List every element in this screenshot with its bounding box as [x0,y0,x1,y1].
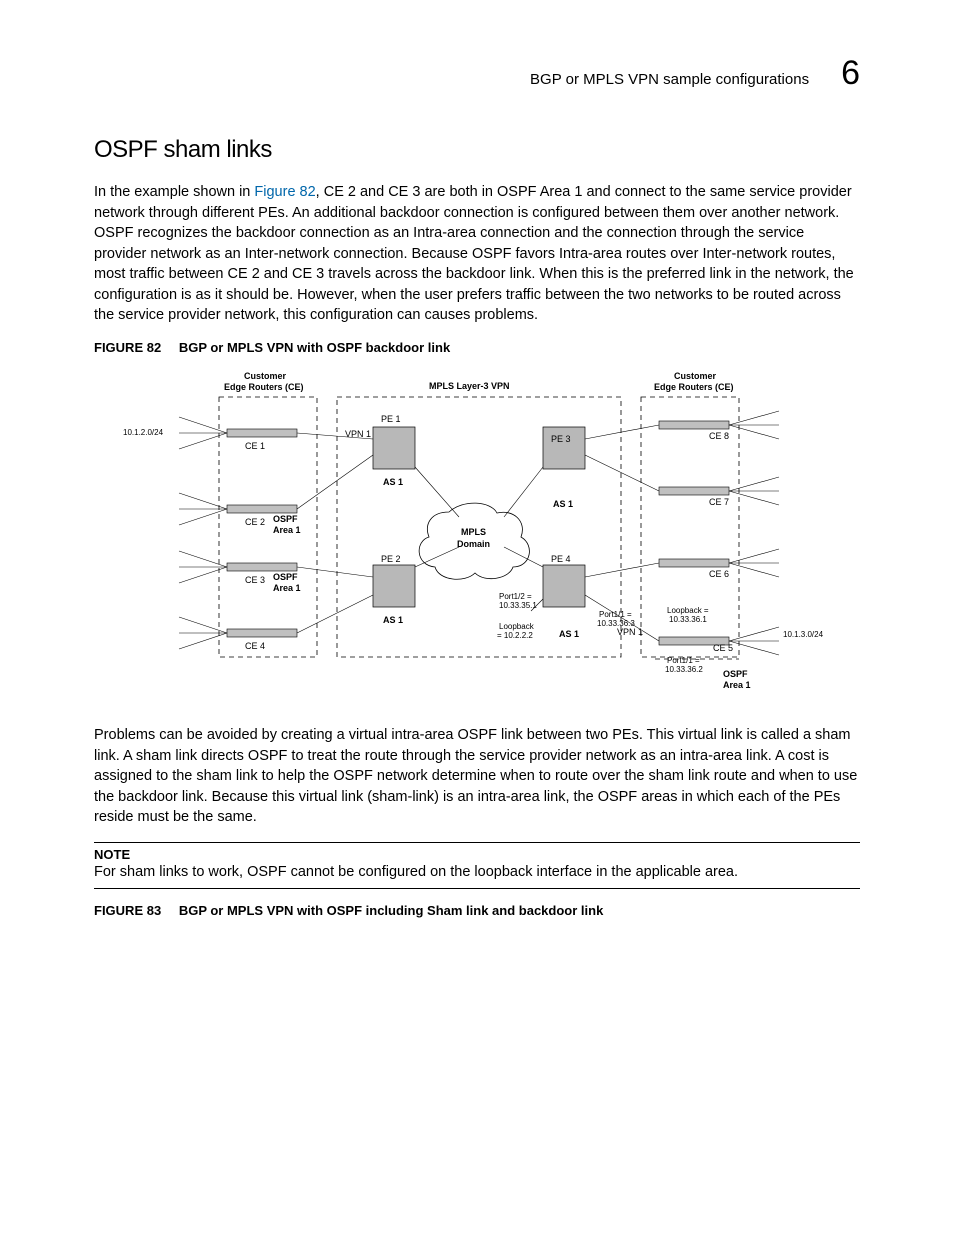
note-text: For sham links to work, OSPF cannot be c… [94,862,860,882]
port11b-label: Port1/1 = [667,656,700,665]
figure-83-caption: FIGURE 83 BGP or MPLS VPN with OSPF incl… [94,903,860,918]
ce8-icon [659,421,729,429]
figure-82-diagram: Customer Edge Routers (CE) Customer Edge… [119,367,835,707]
loopback-right-label: Loopback = [667,606,709,615]
as1-label-bl: AS 1 [383,615,403,625]
svg-text:Area 1: Area 1 [723,680,751,690]
paragraph-1: In the example shown in Figure 82, CE 2 … [94,182,860,326]
figure-83-label: FIGURE 83 [94,903,175,918]
ce7-icon [659,487,729,495]
ospf-area-ce2: OSPF [273,514,298,524]
left-subnet-label: 10.1.2.0/24 [123,428,164,437]
ospf-area-ce3: OSPF [273,572,298,582]
svg-text:Edge Routers (CE): Edge Routers (CE) [224,382,304,392]
left-fanout [179,417,227,649]
ce4-icon [227,629,297,637]
cloud-label-1: MPLS [461,527,486,537]
pe1-label: PE 1 [381,414,401,424]
ce6-icon [659,559,729,567]
svg-text:Area 1: Area 1 [273,583,301,593]
svg-text:10.33.36.3: 10.33.36.3 [597,619,635,628]
paragraph-2: Problems can be avoided by creating a vi… [94,725,860,828]
ce1-icon [227,429,297,437]
ce2-icon [227,505,297,513]
ce2-label: CE 2 [245,517,265,527]
ospf-area-right: OSPF [723,669,748,679]
right-ce-group-label: Customer [674,371,717,381]
figure-82-link[interactable]: Figure 82 [254,184,315,200]
ce3-label: CE 3 [245,575,265,585]
figure-82-caption: FIGURE 82 BGP or MPLS VPN with OSPF back… [94,340,860,355]
pe1-icon [373,427,415,469]
figure-83-title: BGP or MPLS VPN with OSPF including Sham… [179,903,603,918]
figure-82-label: FIGURE 82 [94,340,175,355]
pe4-icon [543,565,585,607]
as1-label-tl: AS 1 [383,477,403,487]
pe2-label: PE 2 [381,554,401,564]
section-heading: OSPF sham links [94,136,860,164]
svg-text:10.33.36.1: 10.33.36.1 [669,615,707,624]
page-header: BGP or MPLS VPN sample configurations 6 [94,56,860,90]
port11a-label: Port1/1 = [599,610,632,619]
as1-label-br: AS 1 [559,629,579,639]
svg-text:Area 1: Area 1 [273,525,301,535]
pe3-label: PE 3 [551,434,571,444]
port12-label: Port1/2 = [499,592,532,601]
cloud-label-2: Domain [457,539,490,549]
svg-text:10.33.35.1: 10.33.35.1 [499,601,537,610]
para1-pre: In the example shown in [94,184,254,200]
right-subnet-label: 10.1.3.0/24 [783,630,824,639]
ce7-label: CE 7 [709,497,729,507]
para1-post: , CE 2 and CE 3 are both in OSPF Area 1 … [94,184,854,323]
note-block: NOTE For sham links to work, OSPF cannot… [94,842,860,889]
ce6-label: CE 6 [709,569,729,579]
ce5-label: CE 5 [713,643,733,653]
mpls-vpn-label: MPLS Layer-3 VPN [429,381,510,391]
ce8-label: CE 8 [709,431,729,441]
vpn1-left-label: VPN 1 [345,429,371,439]
svg-text:= 10.2.2.2: = 10.2.2.2 [497,631,533,640]
left-ce-group-label: Customer [244,371,287,381]
note-label: NOTE [94,847,860,862]
page: BGP or MPLS VPN sample configurations 6 … [0,0,954,1235]
as1-label-tr: AS 1 [553,499,573,509]
ce1-label: CE 1 [245,441,265,451]
ce3-icon [227,563,297,571]
pe2-icon [373,565,415,607]
svg-text:Edge Routers (CE): Edge Routers (CE) [654,382,734,392]
running-title: BGP or MPLS VPN sample configurations [530,71,809,88]
pe4-label: PE 4 [551,554,571,564]
right-fanout [729,411,779,655]
chapter-number: 6 [841,56,860,90]
svg-text:10.33.36.2: 10.33.36.2 [665,665,703,674]
figure-82-title: BGP or MPLS VPN with OSPF backdoor link [179,340,450,355]
loopback-left-label: Loopback [499,622,535,631]
ce4-label: CE 4 [245,641,265,651]
